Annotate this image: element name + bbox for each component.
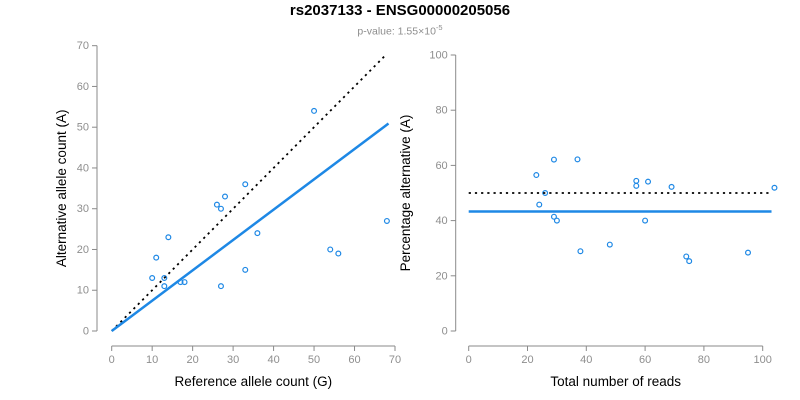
x-tick-label: 0 <box>109 354 115 366</box>
data-point <box>242 181 249 188</box>
data-point <box>149 275 156 282</box>
x-tick-label: 0 <box>466 354 472 366</box>
data-point <box>217 205 224 212</box>
data-point <box>683 253 690 260</box>
y-tick-label: 50 <box>77 122 89 134</box>
data-point <box>686 258 693 265</box>
data-point <box>606 241 613 248</box>
y-tick-label: 60 <box>435 160 447 172</box>
regression-line <box>110 122 390 333</box>
data-point <box>335 250 342 257</box>
data-point <box>161 283 168 290</box>
y-tick-label: 40 <box>435 215 447 227</box>
data-point <box>165 234 172 241</box>
data-point <box>327 246 334 253</box>
x-tick-label: 80 <box>698 354 710 366</box>
y-tick-label: 40 <box>77 162 89 174</box>
data-point <box>217 283 224 290</box>
data-point <box>577 248 584 255</box>
y-tick-label: 0 <box>442 326 448 338</box>
data-point <box>574 156 581 163</box>
x-axis-title: Total number of reads <box>550 374 681 389</box>
data-point <box>553 217 560 224</box>
data-point <box>153 254 160 261</box>
data-point <box>213 201 220 208</box>
y-tick-label: 60 <box>77 81 89 93</box>
data-point <box>542 190 549 197</box>
data-point <box>645 178 652 185</box>
data-point <box>668 183 675 190</box>
identity-line <box>111 54 387 332</box>
data-point <box>383 217 390 224</box>
data-point <box>633 177 640 184</box>
x-axis-title: Reference allele count (G) <box>175 374 333 389</box>
data-point <box>536 201 543 208</box>
data-point <box>222 193 229 200</box>
data-point <box>744 249 751 256</box>
p-value-mantissa: 1.55×10 <box>394 25 436 38</box>
y-axis-title: Percentage alternative (A) <box>398 115 413 272</box>
y-tick-label: 30 <box>77 203 89 215</box>
data-point <box>181 279 188 286</box>
allele-count-scatter: 0 10 20 30 40 50 60 70 0 10 20 30 40 50 60 70 Reference … <box>54 40 401 389</box>
x-tick-label: 40 <box>580 354 592 366</box>
x-tick-label: 60 <box>348 354 360 366</box>
data-point <box>533 172 540 179</box>
x-tick-label: 40 <box>267 354 279 366</box>
data-point <box>550 213 557 220</box>
y-tick-label: 10 <box>77 285 89 297</box>
x-tick-label: 20 <box>521 354 533 366</box>
y-tick-label: 20 <box>77 244 89 256</box>
y-tick-label: 20 <box>435 270 447 282</box>
x-tick-label: 20 <box>187 354 199 366</box>
data-point <box>161 275 168 282</box>
x-tick-label: 10 <box>146 354 158 366</box>
x-tick-label: 50 <box>308 354 320 366</box>
data-point <box>642 217 649 224</box>
figure-subtitle: p-value: 1.55×10-5 <box>0 23 800 38</box>
y-tick-label: 0 <box>83 326 89 338</box>
x-tick-label: 100 <box>754 354 772 366</box>
y-tick-label: 80 <box>435 105 447 117</box>
figure-title: rs2037133 - ENSG00000205056 <box>289 2 511 19</box>
p-value-label: p-value: <box>357 25 395 38</box>
x-tick-label: 70 <box>389 354 401 366</box>
data-point <box>242 266 249 273</box>
data-point <box>550 156 557 163</box>
data-point <box>254 230 261 237</box>
data-point <box>633 182 640 189</box>
p-value-exponent: -5 <box>435 23 443 32</box>
data-point <box>311 107 318 114</box>
y-tick-label: 70 <box>77 40 89 52</box>
data-point <box>771 184 778 191</box>
y-tick-label: 100 <box>429 50 447 62</box>
x-tick-label: 60 <box>639 354 651 366</box>
y-axis-title: Alternative allele count (A) <box>54 110 69 268</box>
x-tick-label: 30 <box>227 354 239 366</box>
percentage-scatter: 0 20 40 60 80 100 0 20 40 60 80 100 Total number of … <box>398 50 778 389</box>
